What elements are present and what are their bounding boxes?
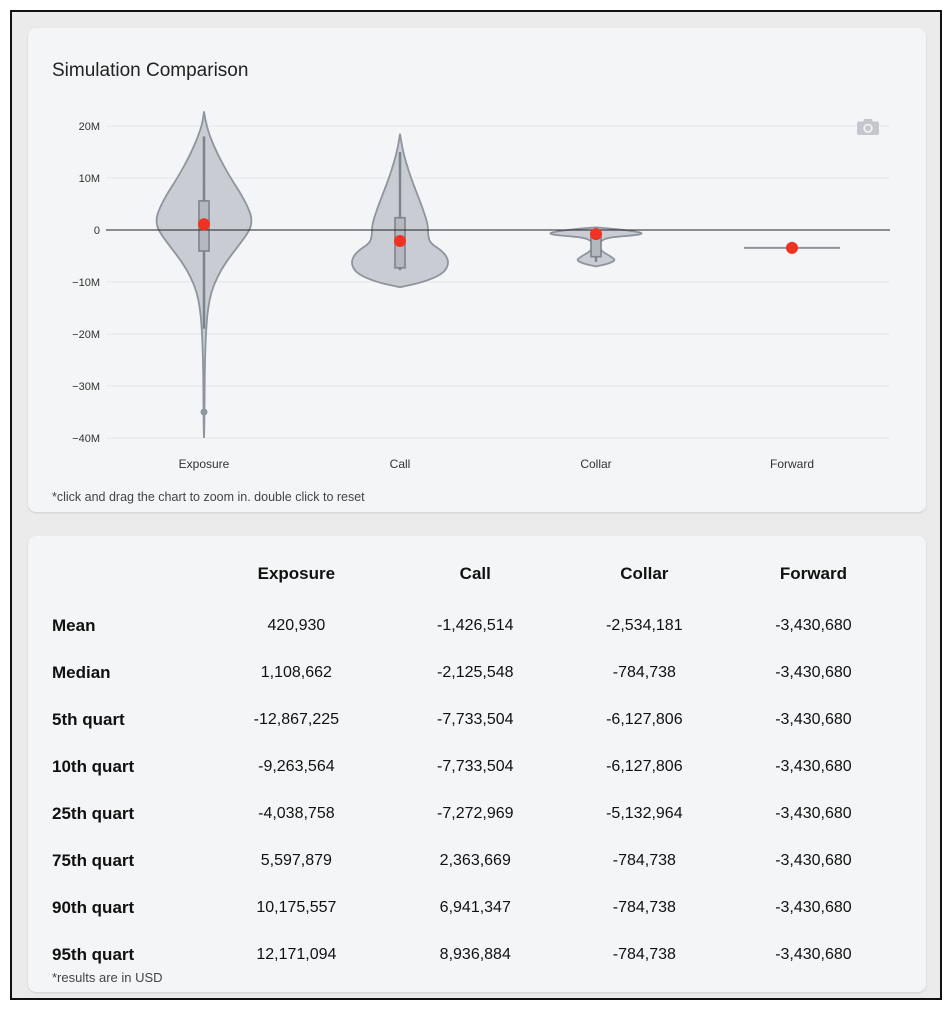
table-row-label: 25th quart — [52, 803, 135, 823]
table-cell: -784,738 — [612, 851, 676, 869]
table-cell: 6,941,347 — [439, 898, 511, 916]
table-header-row: Exposure Call Collar Forward — [52, 564, 898, 602]
table-cell: -9,263,564 — [258, 757, 335, 775]
table-row: 95th quart 12,171,094 8,936,884 -784,738 -3,… — [52, 931, 898, 978]
table-cell: 2,363,669 — [439, 851, 511, 869]
table-cell: -3,430,680 — [775, 804, 852, 822]
table-cell: -3,430,680 — [775, 616, 852, 634]
table-cell: -4,038,758 — [258, 804, 335, 822]
table-row-label: 5th quart — [52, 709, 125, 729]
mean-marker-forward — [786, 241, 798, 254]
x-tick-label: Forward — [770, 457, 814, 471]
table-row: Median 1,108,662 -2,125,548 -784,738 -3,430,… — [52, 649, 898, 696]
table-cell: -784,738 — [612, 663, 676, 681]
table-row-label: Mean — [52, 615, 96, 635]
table-row-label: 10th quart — [52, 756, 135, 776]
chart-card: Simulation Comparison 20M 10M 0 −10M −20M −30… — [28, 28, 926, 512]
table-cell: -784,738 — [612, 898, 676, 916]
table-cell: -3,430,680 — [775, 710, 852, 728]
table-cell: -2,534,181 — [606, 616, 683, 634]
table-row: 90th quart 10,175,557 6,941,347 -784,738 -3,… — [52, 884, 898, 931]
table-cell: -2,125,548 — [437, 663, 514, 681]
chart-title: Simulation Comparison — [52, 60, 249, 81]
table-header-exposure: Exposure — [257, 564, 336, 583]
table-cell: 12,171,094 — [256, 945, 337, 963]
mean-marker-exposure — [198, 218, 210, 231]
table-header-collar: Collar — [620, 564, 669, 583]
y-tick-label: 0 — [94, 225, 100, 237]
table-cell: -3,430,680 — [775, 757, 852, 775]
x-tick-label: Collar — [580, 457, 611, 471]
table-cell: 5,597,879 — [260, 851, 332, 869]
y-tick-label: 10M — [79, 173, 100, 185]
table-cell: -3,430,680 — [775, 898, 852, 916]
table-cell: -7,733,504 — [437, 757, 514, 775]
table-row-label: 95th quart — [52, 944, 135, 964]
table-cell: -7,272,969 — [437, 804, 514, 822]
table-header-forward: Forward — [779, 564, 847, 583]
table-row-label: 75th quart — [52, 850, 135, 870]
table-cell: -5,132,964 — [606, 804, 683, 822]
table-row-label: Median — [52, 662, 111, 682]
table-row: Mean 420,930 -1,426,514 -2,534,181 -3,430,68… — [52, 602, 898, 649]
mean-marker-call — [394, 235, 406, 248]
stats-card: Exposure Call Collar Forward Mean 420,930… — [28, 536, 926, 992]
y-tick-label: −20M — [72, 329, 100, 341]
table-cell: -3,430,680 — [775, 945, 852, 963]
table-cell: 1,108,662 — [260, 663, 332, 681]
table-cell: -1,426,514 — [437, 616, 514, 634]
table-row-label: 90th quart — [52, 897, 135, 917]
table-cell: -3,430,680 — [775, 663, 852, 681]
table-row: 10th quart -9,263,564 -7,733,504 -6,127,806… — [52, 743, 898, 790]
camera-icon[interactable] — [856, 118, 880, 136]
table-cell: -12,867,225 — [253, 710, 340, 728]
table-cell: -7,733,504 — [437, 710, 514, 728]
usd-note: *results are in USD — [52, 970, 163, 985]
table-row: 25th quart -4,038,758 -7,272,969 -5,132,964… — [52, 790, 898, 837]
violin-chart[interactable]: 20M 10M 0 −10M −20M −30M −40M Exposure Call Colla… — [28, 28, 926, 488]
mean-marker-collar — [590, 228, 602, 241]
y-tick-label: −30M — [72, 381, 100, 393]
app-frame: Simulation Comparison 20M 10M 0 −10M −20M −30… — [10, 10, 942, 1000]
stats-table: Exposure Call Collar Forward Mean 420,930… — [52, 564, 898, 978]
table-cell: 420,930 — [267, 616, 326, 634]
table-row: 5th quart -12,867,225 -7,733,504 -6,127,806… — [52, 696, 898, 743]
table-row: 75th quart 5,597,879 2,363,669 -784,738 -3,4… — [52, 837, 898, 884]
x-tick-label: Call — [390, 457, 411, 471]
y-tick-label: −10M — [72, 277, 100, 289]
table-cell: 10,175,557 — [256, 898, 337, 916]
chart-zoom-note: *click and drag the chart to zoom in. do… — [52, 490, 365, 504]
x-tick-label: Exposure — [179, 457, 230, 471]
y-tick-label: 20M — [79, 121, 100, 133]
outlier-point — [200, 408, 208, 416]
y-tick-label: −40M — [72, 433, 100, 445]
table-header-call: Call — [459, 564, 491, 583]
table-cell: -784,738 — [612, 945, 676, 963]
table-cell: 8,936,884 — [439, 945, 511, 963]
table-header-corner — [52, 564, 202, 602]
table-cell: -6,127,806 — [606, 710, 683, 728]
table-cell: -6,127,806 — [606, 757, 683, 775]
table-cell: -3,430,680 — [775, 851, 852, 869]
